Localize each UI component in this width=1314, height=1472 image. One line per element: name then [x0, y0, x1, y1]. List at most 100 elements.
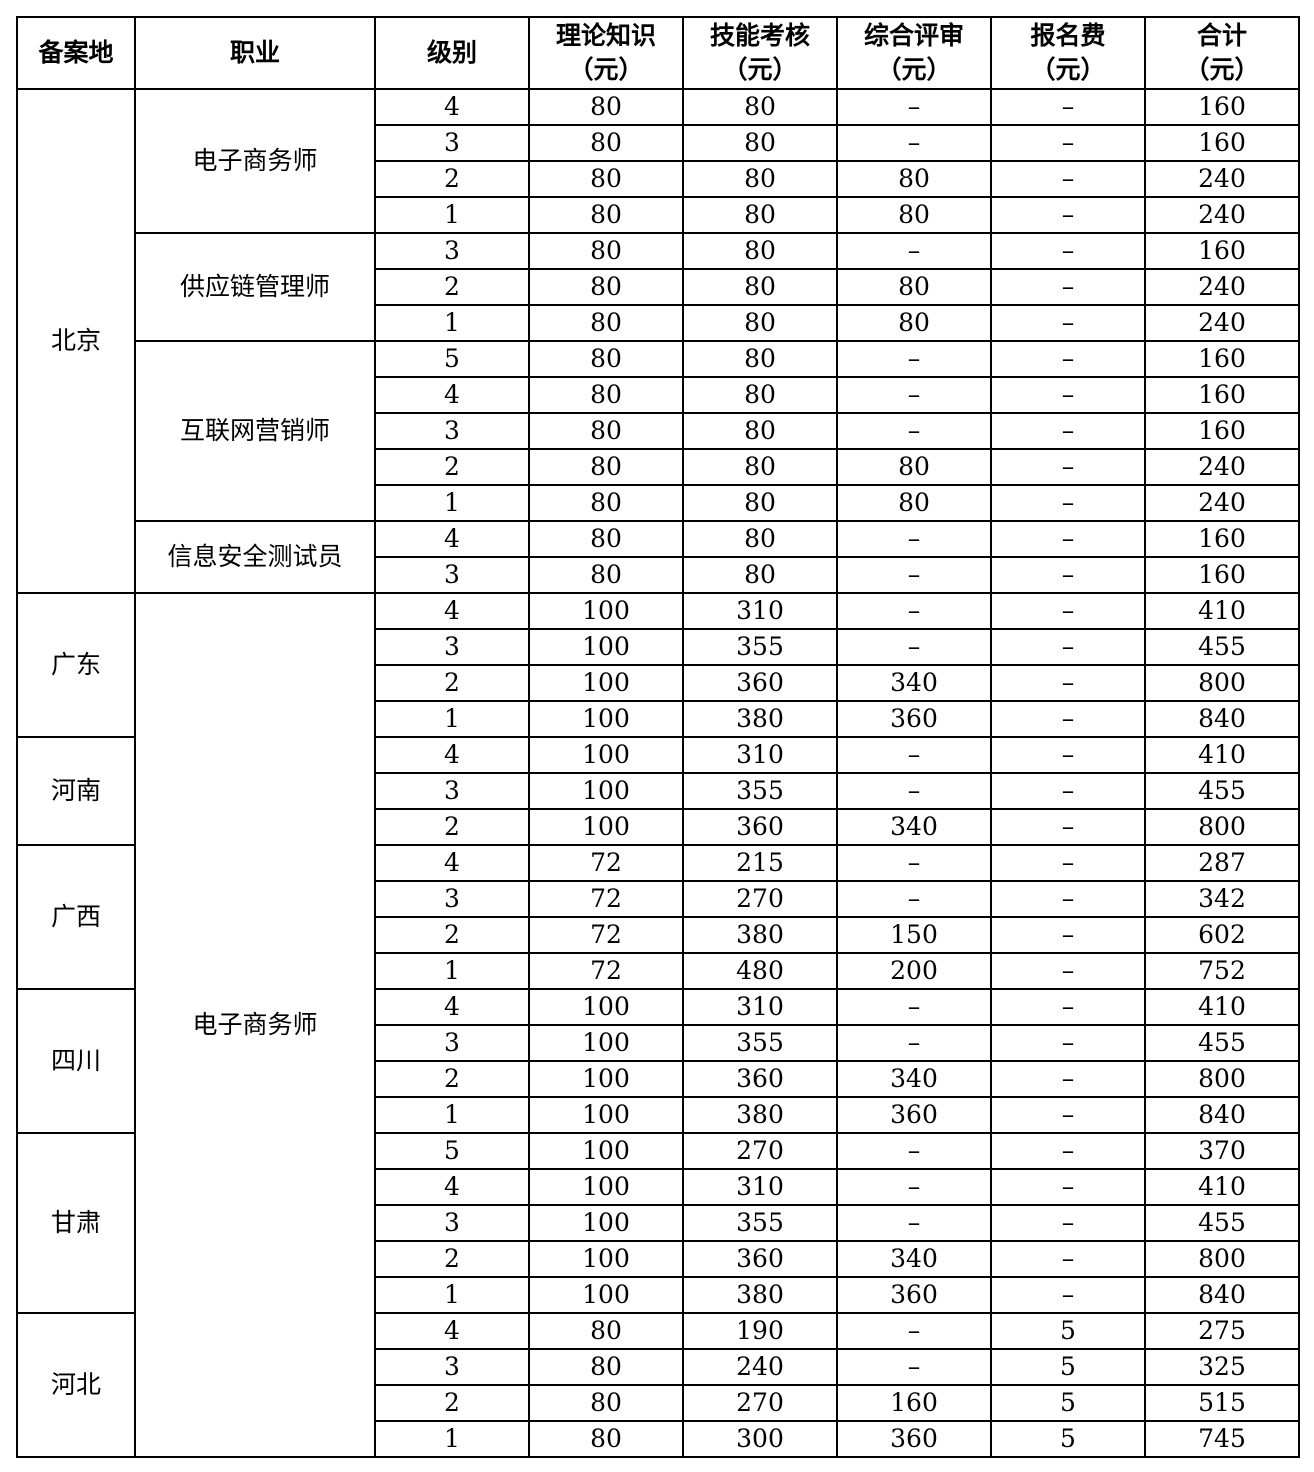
theory-fee-cell: 100 — [528, 664, 684, 702]
total-fee-cell: 515 — [1144, 1384, 1300, 1422]
registration-fee-cell: 5 — [990, 1420, 1146, 1458]
skill-fee-cell: 80 — [682, 376, 838, 414]
skill-fee-cell: 80 — [682, 340, 838, 378]
theory-fee-cell: 80 — [528, 124, 684, 162]
review-fee-cell: 150 — [836, 916, 992, 954]
theory-fee-cell: 80 — [528, 1384, 684, 1422]
skill-fee-cell: 80 — [682, 484, 838, 522]
header-total-fee: 合计 （元） — [1144, 16, 1300, 90]
table-row: 2 80 80 80–240 — [17, 268, 1300, 306]
review-fee-cell: – — [836, 376, 992, 414]
theory-fee-cell: 100 — [528, 1168, 684, 1206]
level-cell: 3 — [374, 880, 530, 918]
table-row: 2 100 360 340–800 — [17, 664, 1300, 702]
theory-fee-cell: 72 — [528, 952, 684, 990]
total-fee-cell: 800 — [1144, 1060, 1300, 1098]
registration-fee-cell: – — [990, 664, 1146, 702]
table-row: 3 80 240–5 325 — [17, 1348, 1300, 1386]
total-fee-cell: 455 — [1144, 1204, 1300, 1242]
level-cell: 3 — [374, 1024, 530, 1062]
registration-fee-cell: – — [990, 484, 1146, 522]
total-fee-cell: 455 — [1144, 628, 1300, 666]
table-row: 1 100 380 360–840 — [17, 1276, 1300, 1314]
level-cell: 4 — [374, 376, 530, 414]
registration-fee-cell: – — [990, 880, 1146, 918]
theory-fee-cell: 80 — [528, 1312, 684, 1350]
registration-fee-cell: – — [990, 808, 1146, 846]
skill-fee-cell: 80 — [682, 196, 838, 234]
level-cell: 1 — [374, 1096, 530, 1134]
header-region: 备案地 — [16, 16, 136, 90]
table-row: 2 100 360 340–800 — [17, 1060, 1300, 1098]
header-skill-fee: 技能考核 （元） — [682, 16, 838, 90]
total-fee-cell: 240 — [1144, 448, 1300, 486]
total-fee-cell: 752 — [1144, 952, 1300, 990]
skill-fee-cell: 300 — [682, 1420, 838, 1458]
theory-fee-cell: 100 — [528, 1060, 684, 1098]
registration-fee-cell: – — [990, 232, 1146, 270]
table-row: 广东 电子商务师 4 100 310– –410 — [16, 592, 1300, 1458]
registration-fee-cell: – — [990, 916, 1146, 954]
total-fee-cell: 342 — [1144, 880, 1300, 918]
skill-fee-cell: 310 — [682, 592, 838, 630]
registration-fee-cell: 5 — [990, 1312, 1146, 1350]
theory-fee-cell: 80 — [528, 88, 684, 126]
review-fee-cell: – — [836, 1024, 992, 1062]
header-text: 理论知识 — [555, 21, 656, 50]
level-cell: 2 — [374, 916, 530, 954]
skill-fee-cell: 240 — [682, 1348, 838, 1386]
skill-fee-cell: 310 — [682, 1168, 838, 1206]
table-row: 3 100 355– –455 — [17, 1024, 1300, 1062]
region-cell: 甘肃 — [16, 1132, 136, 1314]
table-row: 2 72 380 150–602 — [17, 916, 1300, 954]
level-cell: 3 — [374, 556, 530, 594]
theory-fee-cell: 100 — [528, 808, 684, 846]
header-text: （元） — [876, 55, 952, 84]
header-text: （元） — [568, 55, 644, 84]
header-registration-fee: 报名费 （元） — [990, 16, 1146, 90]
theory-fee-cell: 72 — [528, 880, 684, 918]
review-fee-cell: 360 — [836, 1096, 992, 1134]
total-fee-cell: 370 — [1144, 1132, 1300, 1170]
theory-fee-cell: 80 — [528, 448, 684, 486]
header-text: 合计 — [1196, 21, 1247, 50]
review-fee-cell: – — [836, 1132, 992, 1170]
review-fee-cell: – — [836, 340, 992, 378]
theory-fee-cell: 100 — [528, 988, 684, 1026]
theory-fee-cell: 80 — [528, 160, 684, 198]
table-row: 2 100 360 340–800 — [17, 808, 1300, 846]
level-cell: 2 — [374, 1384, 530, 1422]
review-fee-cell: – — [836, 556, 992, 594]
region-cell: 广西 — [16, 844, 136, 990]
header-text: 技能考核 — [709, 21, 810, 50]
theory-fee-cell: 100 — [528, 1132, 684, 1170]
registration-fee-cell: – — [990, 520, 1146, 558]
skill-fee-cell: 355 — [682, 772, 838, 810]
skill-fee-cell: 355 — [682, 1024, 838, 1062]
header-theory-fee: 理论知识 （元） — [528, 16, 684, 90]
header-text: 备案地 — [38, 38, 114, 67]
level-cell: 3 — [374, 1348, 530, 1386]
table-row: 2 100 360 340–800 — [17, 1240, 1300, 1278]
review-fee-cell: – — [836, 88, 992, 126]
review-fee-cell: – — [836, 880, 992, 918]
skill-fee-cell: 360 — [682, 664, 838, 702]
level-cell: 1 — [374, 484, 530, 522]
registration-fee-cell: – — [990, 124, 1146, 162]
registration-fee-cell: – — [990, 196, 1146, 234]
total-fee-cell: 410 — [1144, 592, 1300, 630]
review-fee-cell: – — [836, 628, 992, 666]
review-fee-cell: 340 — [836, 664, 992, 702]
theory-fee-cell: 72 — [528, 916, 684, 954]
theory-fee-cell: 100 — [528, 1096, 684, 1134]
total-fee-cell: 410 — [1144, 736, 1300, 774]
occupation-cell: 信息安全测试员 — [134, 520, 376, 594]
theory-fee-cell: 100 — [528, 1024, 684, 1062]
review-fee-cell: – — [836, 412, 992, 450]
skill-fee-cell: 80 — [682, 520, 838, 558]
theory-fee-cell: 80 — [528, 232, 684, 270]
total-fee-cell: 410 — [1144, 1168, 1300, 1206]
theory-fee-cell: 100 — [528, 1240, 684, 1278]
level-cell: 4 — [374, 1312, 530, 1350]
occupation-cell: 互联网营销师 — [134, 340, 376, 522]
